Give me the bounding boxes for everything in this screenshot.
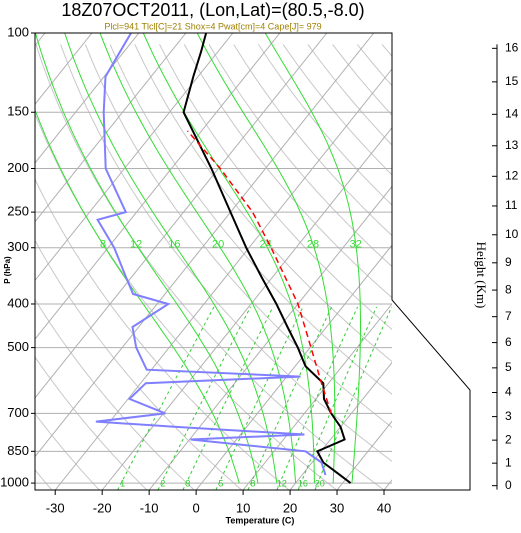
moist-adiabat-label: 12: [130, 238, 142, 250]
height-axis-label: Height (Km): [474, 242, 489, 309]
y-tick-label: 250: [7, 204, 29, 219]
height-tick-label: 9: [505, 255, 512, 269]
mixing-ratio-label: 20: [315, 478, 325, 488]
height-tick-label: 1: [505, 455, 512, 469]
y-axis-label: P (hPa): [3, 256, 12, 284]
height-tick-label: 4: [505, 385, 512, 399]
height-tick-label: 0: [505, 478, 512, 492]
moist-adiabat-label: 20: [212, 238, 224, 250]
x-axis-label: Temperature (C): [226, 515, 295, 525]
y-tick-label: 300: [7, 239, 29, 254]
mixing-ratio-label: 1: [120, 478, 125, 488]
height-tick-label: 2: [505, 432, 512, 446]
y-tick-label: 700: [7, 405, 29, 420]
x-tick-label: -30: [46, 500, 65, 515]
x-tick-label: 10: [236, 500, 250, 515]
y-tick-label: 150: [7, 104, 29, 119]
x-tick-label: 30: [330, 500, 344, 515]
height-tick-label: 10: [505, 227, 519, 241]
height-tick-label: 3: [505, 409, 512, 423]
chart-title: 18Z07OCT2011, (Lon,Lat)=(80.5,-8.0): [61, 0, 364, 20]
mixing-ratio-label: 3: [185, 478, 190, 488]
height-tick-label: 12: [505, 168, 519, 182]
height-tick-label: 16: [505, 41, 519, 55]
y-tick-label: 400: [7, 295, 29, 310]
mixing-ratio-label: 16: [298, 478, 308, 488]
height-tick-label: 13: [505, 138, 519, 152]
x-tick-label: -20: [93, 500, 112, 515]
y-tick-label: 100: [7, 24, 29, 39]
mixing-ratio-label: 8: [250, 478, 255, 488]
y-tick-label: 500: [7, 339, 29, 354]
mixing-ratio-label: 12: [277, 478, 287, 488]
height-tick-label: 15: [505, 74, 519, 88]
height-tick-label: 14: [505, 106, 519, 120]
height-tick-label: 6: [505, 335, 512, 349]
moist-adiabat-label: 32: [350, 238, 362, 250]
x-tick-label: 20: [283, 500, 297, 515]
y-tick-label: 200: [7, 160, 29, 175]
x-tick-label: 40: [377, 500, 391, 515]
mixing-ratio-label: 5: [218, 478, 223, 488]
x-tick-label: -10: [140, 500, 159, 515]
y-tick-label: 850: [7, 443, 29, 458]
y-tick-label: 1000: [0, 475, 29, 490]
height-tick-label: 5: [505, 360, 512, 374]
moist-adiabat-label: 8: [100, 238, 106, 250]
x-tick-label: 0: [193, 500, 200, 515]
chart-subtitle: Plcl=941 Tlcl[C]=21 Shox=4 Pwat[cm]=4 Ca…: [104, 21, 321, 31]
moist-adiabat-label: 16: [168, 238, 180, 250]
height-tick-label: 11: [505, 198, 518, 212]
moist-adiabat-label: 28: [307, 238, 319, 250]
height-tick-label: 8: [505, 282, 512, 296]
mixing-ratio-label: 2: [160, 478, 165, 488]
height-tick-label: 7: [505, 309, 512, 323]
